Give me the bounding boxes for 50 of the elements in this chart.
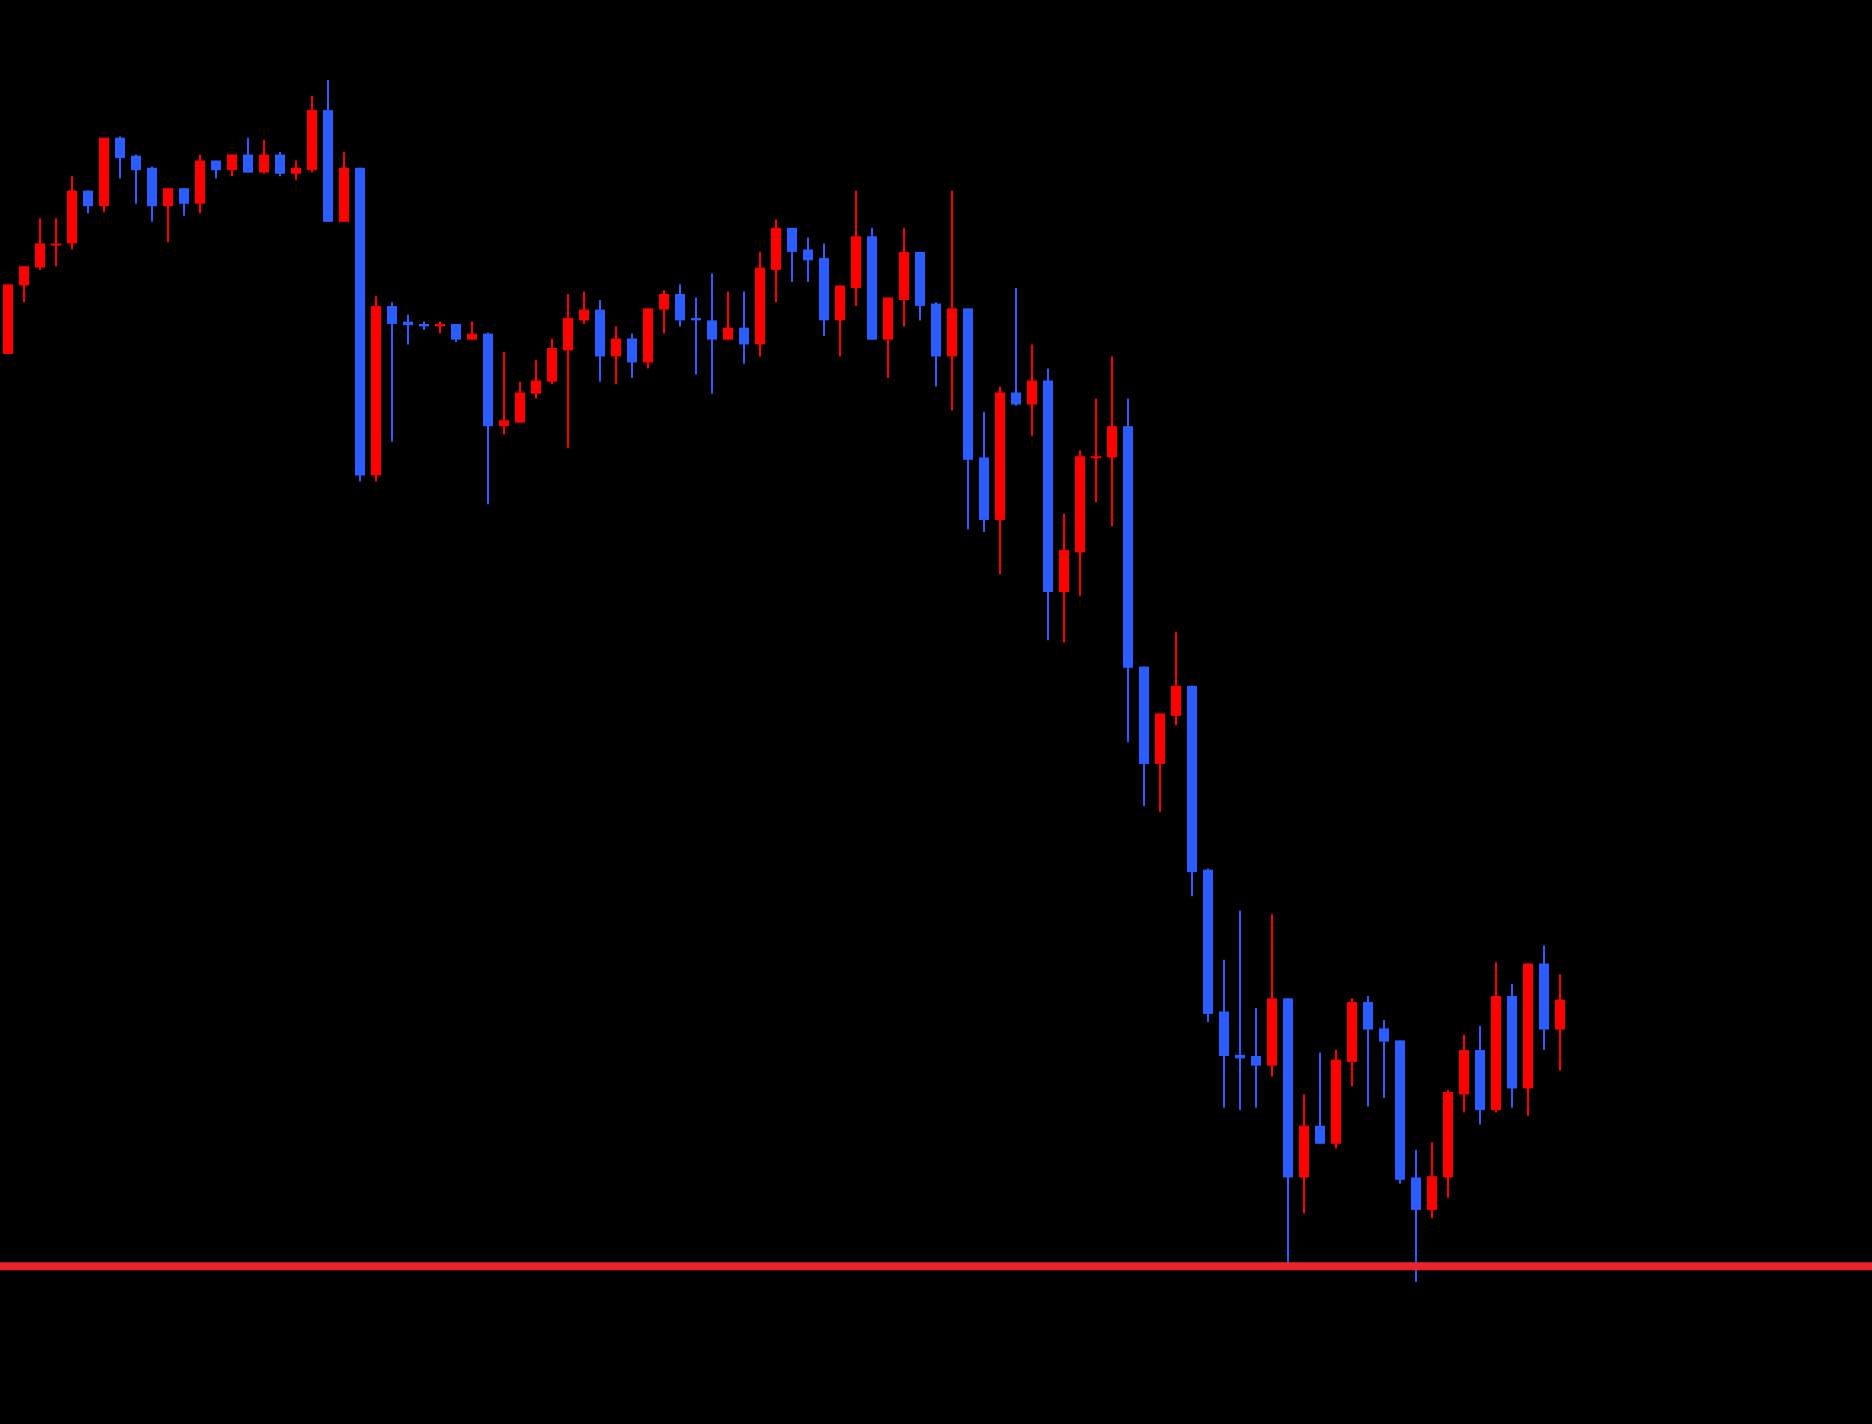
candlestick <box>739 290 749 365</box>
candlestick <box>787 226 797 283</box>
candlestick <box>723 290 733 341</box>
candlestick <box>579 290 589 326</box>
candlestick <box>243 136 253 174</box>
candlestick <box>1251 1006 1261 1109</box>
candlestick <box>883 296 893 380</box>
candlestick <box>1315 1051 1325 1145</box>
candlestick <box>803 236 813 283</box>
candlestick <box>1411 1148 1421 1282</box>
candlestick <box>291 159 301 181</box>
candlestick <box>1459 1033 1469 1114</box>
candlestick <box>1107 355 1117 527</box>
candlestick <box>611 325 621 386</box>
candlestick <box>163 187 173 244</box>
candlestick <box>1363 994 1373 1108</box>
candlestick <box>547 337 557 386</box>
candlestick <box>707 272 717 395</box>
candlestick <box>115 135 125 180</box>
candlestick <box>675 283 685 328</box>
candlestick <box>195 153 205 215</box>
candlestick <box>51 217 61 268</box>
candlestick <box>147 165 157 223</box>
candlestick <box>627 332 637 380</box>
candlestick <box>1027 343 1037 437</box>
candlestick <box>1555 973 1565 1072</box>
candlestick <box>1011 286 1021 407</box>
candlestick <box>659 289 669 335</box>
candlestick <box>1219 958 1229 1109</box>
candlestick <box>563 292 573 449</box>
candlestick <box>259 139 269 175</box>
candlestick <box>19 265 29 304</box>
candlestick <box>179 187 189 217</box>
candlestick <box>35 217 45 271</box>
candlestick <box>531 359 541 400</box>
candlestick <box>1091 397 1101 503</box>
candlestick <box>499 350 509 436</box>
candlestick <box>595 298 605 383</box>
candlestick <box>771 218 781 304</box>
candlestick <box>1171 630 1181 727</box>
candlestick <box>1427 1141 1437 1220</box>
candlestick <box>515 380 525 424</box>
candlestick <box>451 323 461 344</box>
candlestick <box>1379 1018 1389 1100</box>
candlestick <box>131 153 141 205</box>
candlestick <box>275 151 285 178</box>
candlestick <box>1059 512 1069 644</box>
candlestick <box>467 320 477 341</box>
candlestick <box>835 284 845 358</box>
candlestick <box>387 301 397 443</box>
